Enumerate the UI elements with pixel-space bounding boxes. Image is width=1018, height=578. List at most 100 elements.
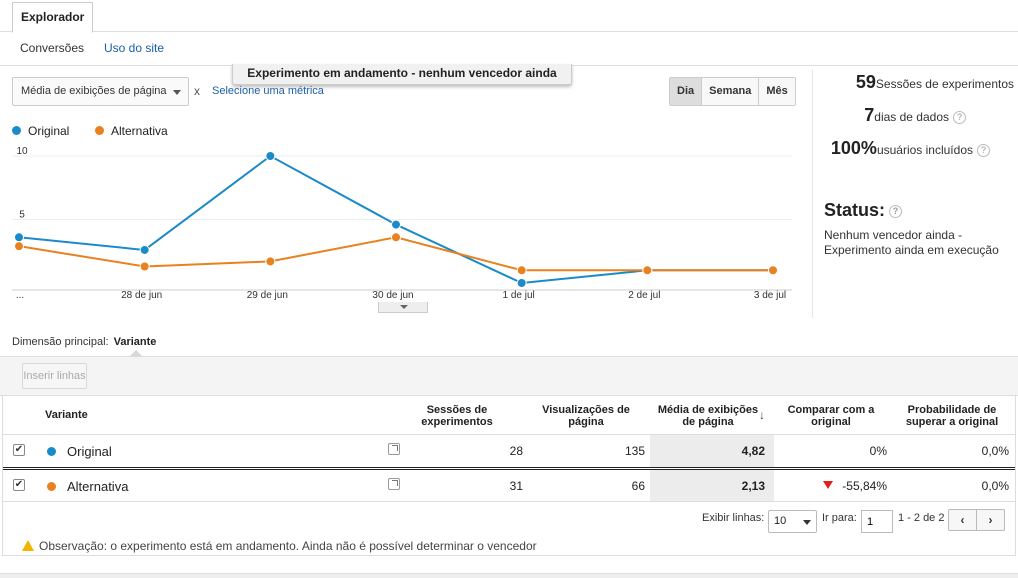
next-page-button[interactable]: › <box>988 513 993 527</box>
sorted-column-shade <box>650 470 774 502</box>
header-sessoes[interactable]: Sessões de experimentos <box>421 404 493 428</box>
row-media: 4,82 <box>741 444 765 458</box>
x-tick-label: 3 de jul <box>754 290 786 301</box>
data-point-alternativa[interactable] <box>516 265 527 276</box>
insert-rows-button[interactable]: Inserir linhas <box>22 363 87 389</box>
observation-note: Observação: o experimento está em andame… <box>22 539 537 553</box>
dimension-pointer <box>130 350 142 356</box>
row-sessoes: 28 <box>509 444 523 458</box>
row-checkbox[interactable]: ✔ <box>13 444 25 456</box>
chart-collapse-handle[interactable] <box>378 302 428 313</box>
stat-days-value: 7 <box>864 105 875 125</box>
experiment-stats-panel: 59Sessões de experimentos 7dias de dados… <box>812 70 1018 318</box>
data-point-original[interactable] <box>391 219 401 230</box>
remove-metric-button[interactable]: x <box>194 84 200 98</box>
stat-sessions-value: 59 <box>855 72 876 92</box>
header-variante[interactable]: Variante <box>45 409 88 421</box>
data-point-original[interactable] <box>516 278 527 288</box>
data-point-original[interactable] <box>14 232 24 243</box>
rows-per-page-value: 10 <box>774 515 787 527</box>
status-title: Status:? <box>824 200 903 221</box>
show-rows-label: Exibir linhas: <box>702 512 765 524</box>
row-visualizacoes: 66 <box>631 479 645 493</box>
sort-down-icon[interactable]: ↓ <box>759 408 765 422</box>
experiment-status-toast: Experimento em andamento - nenhum venced… <box>232 64 572 85</box>
table-row: ✔ Original 28 135 4,82 0% 0,0% <box>3 435 1015 467</box>
help-icon[interactable]: ? <box>977 144 990 158</box>
primary-dimension-label: Dimensão principal: <box>12 336 109 348</box>
help-icon[interactable]: ? <box>953 111 966 125</box>
x-tick-label: 1 de jul <box>503 290 535 301</box>
legend-label-alternativa: Alternativa <box>111 124 168 138</box>
stat-days-label: dias de dados <box>874 110 949 124</box>
legend-item-original: Original <box>12 124 69 138</box>
row-color-dot <box>47 482 56 491</box>
row-checkbox[interactable]: ✔ <box>13 479 25 491</box>
stat-users: 100%usuários incluídos? <box>831 138 990 159</box>
variants-table: Variante Sessões de experimentos Visuali… <box>2 396 1016 556</box>
data-point-original[interactable] <box>265 151 276 161</box>
primary-dimension-value[interactable]: Variante <box>113 336 157 348</box>
data-point-original[interactable] <box>139 244 150 255</box>
subnav-conversoes[interactable]: Conversões <box>20 41 85 55</box>
legend-dot-alternativa <box>95 126 104 135</box>
period-toggle: Dia Semana Mês <box>669 77 796 106</box>
x-tick-label: 2 de jul <box>628 290 660 301</box>
data-point-alternativa[interactable] <box>265 256 276 267</box>
data-point-alternativa[interactable] <box>391 232 401 243</box>
status-text: Nenhum vencedor ainda - Experimento aind… <box>824 228 999 257</box>
row-comparar: 0% <box>869 444 887 458</box>
metric-dropdown[interactable]: Média de exibições de página <box>12 77 189 106</box>
goto-page-input[interactable] <box>861 510 893 533</box>
y-tick-label: 10 <box>16 146 28 157</box>
tab-explorador[interactable]: Explorador <box>12 2 94 33</box>
row-comparar: -55,84% <box>842 479 887 493</box>
select-metric-link[interactable]: Selecione uma métrica <box>212 85 324 97</box>
row-sessoes: 31 <box>509 479 523 493</box>
x-tick-label: ... <box>16 290 24 301</box>
stat-days: 7dias de dados? <box>864 105 966 126</box>
prev-page-button[interactable]: ‹ <box>949 510 977 530</box>
period-dia-button[interactable]: Dia <box>670 78 702 105</box>
data-point-alternativa[interactable] <box>14 241 24 252</box>
legend-dot-original <box>12 126 21 135</box>
table-row: ✔ Alternativa 31 66 2,13 -55,84% 0,0% <box>3 470 1015 502</box>
primary-dimension: Dimensão principal: Variante <box>12 336 156 348</box>
chevron-down-icon <box>173 90 181 95</box>
subnav-uso-do-site[interactable]: Uso do site <box>104 41 165 55</box>
open-external-icon[interactable] <box>388 443 400 455</box>
row-probabilidade: 0,0% <box>981 479 1009 493</box>
legend-item-alternativa: Alternativa <box>95 124 168 138</box>
rows-per-page-select[interactable]: 10 <box>768 510 817 533</box>
x-tick-label: 29 de jun <box>247 290 288 301</box>
x-tick-label: 30 de jun <box>372 290 413 301</box>
data-point-alternativa[interactable] <box>139 261 150 272</box>
row-media: 2,13 <box>741 479 765 493</box>
goto-label: Ir para: <box>822 512 857 524</box>
data-point-alternativa[interactable] <box>642 265 653 276</box>
row-name: Alternativa <box>67 479 129 494</box>
pagination-buttons: ‹ › <box>948 509 1005 531</box>
period-mes-button[interactable]: Mês <box>758 78 795 105</box>
sorted-column-shade <box>650 435 774 467</box>
y-tick-label: 5 <box>19 210 25 221</box>
header-probabilidade[interactable]: Probabilidade de superar a original <box>905 404 999 428</box>
help-icon[interactable]: ? <box>889 204 903 218</box>
stat-users-label: usuários incluídos <box>876 143 973 157</box>
footer-divider <box>0 573 1018 578</box>
row-probabilidade: 0,0% <box>981 444 1009 458</box>
header-comparar[interactable]: Comparar com a original <box>787 404 875 428</box>
sub-navigation: Conversões Uso do site <box>0 32 1018 66</box>
line-chart: 5 10... 28 de jun 29 de jun 30 de jun 1 de ju… <box>12 146 792 301</box>
header-visualizacoes[interactable]: Visualizações de página <box>542 404 630 428</box>
header-media[interactable]: Média de exibições de página <box>657 404 759 428</box>
period-semana-button[interactable]: Semana <box>701 78 759 105</box>
table-toolbar <box>0 356 1018 396</box>
warning-icon <box>22 540 34 551</box>
page-range: 1 - 2 de 2 <box>898 512 945 524</box>
metric-dropdown-value: Média de exibições de página <box>21 85 167 97</box>
stat-sessions: 59Sessões de experimentos <box>856 72 1014 93</box>
data-point-alternativa[interactable] <box>768 265 778 276</box>
open-external-icon[interactable] <box>388 478 400 490</box>
row-color-dot <box>47 447 56 456</box>
